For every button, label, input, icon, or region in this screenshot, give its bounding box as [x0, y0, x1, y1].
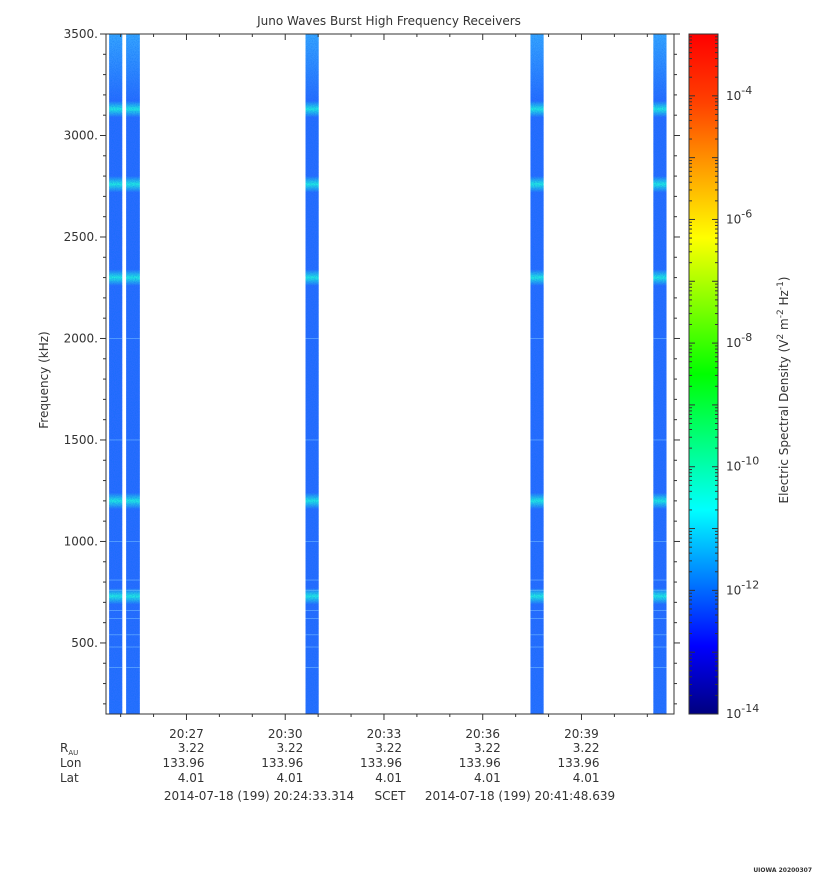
time-range-end: 2014-07-18 (199) 20:41:48.639 [425, 789, 615, 803]
ephemeris-value: 4.01 [573, 771, 600, 785]
x-tick-label: 20:36 [465, 727, 500, 741]
colorbar-label: Electric Spectral Density (V2 m-2 Hz-1) [776, 276, 791, 503]
y-tick-label: 1000. [64, 534, 98, 548]
time-range-start: 2014-07-18 (199) 20:24:33.314 [164, 789, 354, 803]
x-tick-label: 20:39 [564, 727, 599, 741]
y-tick-label: 3000. [64, 128, 98, 142]
ephemeris-value: 3.22 [277, 741, 304, 755]
y-axis: 500. 1000. 1500. 2000. 2500. 3000. 3500. [64, 27, 680, 705]
y-tick-label: 3500. [64, 27, 98, 41]
colorbar-tick-label: 10-12 [726, 578, 759, 597]
ephemeris-value: 3.22 [375, 741, 402, 755]
y-tick-label: 2500. [64, 230, 98, 244]
ephemeris-row-label: RAU [60, 741, 78, 757]
ephemeris-value: 3.22 [178, 741, 205, 755]
y-axis-label: Frequency (kHz) [37, 331, 51, 428]
y-tick-label: 2000. [64, 331, 98, 345]
data-block-3 [305, 34, 319, 714]
plot-frame [105, 33, 675, 715]
ephemeris-value: 3.22 [474, 741, 501, 755]
ephemeris-value: 4.01 [277, 771, 304, 785]
colorbar-tick-label: 10-14 [726, 702, 759, 721]
ephemeris-value: 4.01 [474, 771, 501, 785]
data-block-4 [530, 34, 544, 714]
y-tick-label: 1500. [64, 433, 98, 447]
ephemeris-value: 4.01 [375, 771, 402, 785]
data-block-5 [653, 34, 667, 714]
ephemeris-value: 133.96 [459, 756, 501, 770]
footer-stamp: UIOWA 20200307 [753, 867, 812, 874]
colorbar [688, 33, 719, 715]
x-axis: 20:27 20:30 20:33 20:36 20:39 [120, 34, 648, 741]
time-range-mid: SCET [375, 789, 407, 803]
colorbar-tick-label: 10-6 [726, 207, 752, 226]
colorbar-tick-label: 10-8 [726, 331, 752, 350]
y-tick-label: 500. [71, 636, 98, 650]
ephemeris-value: 133.96 [162, 756, 204, 770]
ephemeris-value: 4.01 [178, 771, 205, 785]
ephemeris-value: 133.96 [557, 756, 599, 770]
colorbar-tick-label: 10-10 [726, 455, 759, 474]
data-block-1 [109, 34, 123, 714]
ephemeris-row-label: Lon [60, 756, 81, 770]
data-blocks [109, 34, 667, 714]
ephemeris-value: 133.96 [261, 756, 303, 770]
chart-title: Juno Waves Burst High Frequency Receiver… [256, 14, 521, 28]
data-block-2 [126, 34, 140, 714]
ephemeris-value: 3.22 [573, 741, 600, 755]
x-tick-label: 20:27 [169, 727, 204, 741]
x-tick-label: 20:33 [367, 727, 402, 741]
colorbar-tick-label: 10-4 [726, 84, 752, 103]
ephemeris-value: 133.96 [360, 756, 402, 770]
ephemeris-row-label: Lat [60, 771, 79, 785]
x-tick-label: 20:30 [268, 727, 303, 741]
ephemeris-table: RAU 3.22 3.22 3.22 3.22 3.22 Lon 133.96 133.96 13… [60, 741, 599, 785]
